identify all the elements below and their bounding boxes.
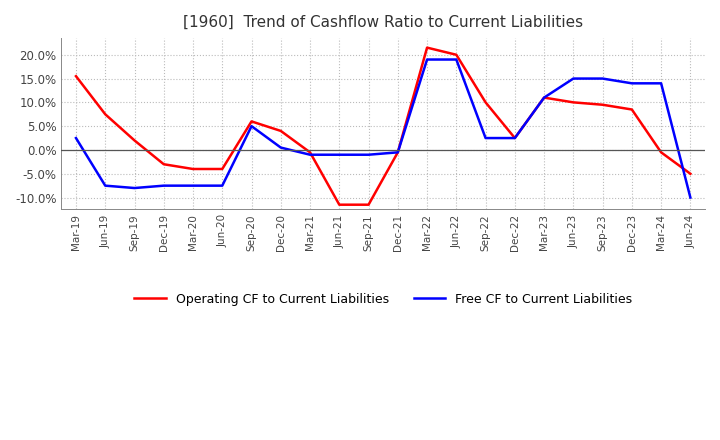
Operating CF to Current Liabilities <box>394 150 402 155</box>
Operating CF to Current Liabilities <box>218 166 227 172</box>
Legend: Operating CF to Current Liabilities, Free CF to Current Liabilities: Operating CF to Current Liabilities, Fre… <box>130 288 637 311</box>
Line: Free CF to Current Liabilities: Free CF to Current Liabilities <box>76 59 690 198</box>
Operating CF to Current Liabilities <box>276 128 285 134</box>
Title: [1960]  Trend of Cashflow Ratio to Current Liabilities: [1960] Trend of Cashflow Ratio to Curren… <box>183 15 583 30</box>
Operating CF to Current Liabilities <box>101 112 109 117</box>
Free CF to Current Liabilities <box>364 152 373 158</box>
Operating CF to Current Liabilities <box>540 95 549 100</box>
Operating CF to Current Liabilities <box>189 166 197 172</box>
Free CF to Current Liabilities <box>101 183 109 188</box>
Operating CF to Current Liabilities <box>130 138 139 143</box>
Free CF to Current Liabilities <box>218 183 227 188</box>
Free CF to Current Liabilities <box>394 150 402 155</box>
Operating CF to Current Liabilities <box>247 119 256 124</box>
Operating CF to Current Liabilities <box>510 136 519 141</box>
Free CF to Current Liabilities <box>657 81 665 86</box>
Free CF to Current Liabilities <box>72 136 81 141</box>
Operating CF to Current Liabilities <box>159 161 168 167</box>
Operating CF to Current Liabilities <box>481 100 490 105</box>
Free CF to Current Liabilities <box>569 76 577 81</box>
Operating CF to Current Liabilities <box>686 171 695 176</box>
Free CF to Current Liabilities <box>306 152 315 158</box>
Free CF to Current Liabilities <box>510 136 519 141</box>
Operating CF to Current Liabilities <box>364 202 373 207</box>
Free CF to Current Liabilities <box>686 195 695 200</box>
Free CF to Current Liabilities <box>335 152 343 158</box>
Operating CF to Current Liabilities <box>335 202 343 207</box>
Free CF to Current Liabilities <box>189 183 197 188</box>
Free CF to Current Liabilities <box>628 81 636 86</box>
Free CF to Current Liabilities <box>130 185 139 191</box>
Free CF to Current Liabilities <box>598 76 607 81</box>
Operating CF to Current Liabilities <box>628 107 636 112</box>
Free CF to Current Liabilities <box>540 95 549 100</box>
Operating CF to Current Liabilities <box>423 45 431 50</box>
Operating CF to Current Liabilities <box>72 73 81 79</box>
Operating CF to Current Liabilities <box>598 102 607 107</box>
Free CF to Current Liabilities <box>159 183 168 188</box>
Operating CF to Current Liabilities <box>569 100 577 105</box>
Operating CF to Current Liabilities <box>657 150 665 155</box>
Operating CF to Current Liabilities <box>452 52 461 57</box>
Free CF to Current Liabilities <box>452 57 461 62</box>
Free CF to Current Liabilities <box>481 136 490 141</box>
Free CF to Current Liabilities <box>276 145 285 150</box>
Line: Operating CF to Current Liabilities: Operating CF to Current Liabilities <box>76 48 690 205</box>
Free CF to Current Liabilities <box>247 124 256 129</box>
Free CF to Current Liabilities <box>423 57 431 62</box>
Operating CF to Current Liabilities <box>306 150 315 155</box>
